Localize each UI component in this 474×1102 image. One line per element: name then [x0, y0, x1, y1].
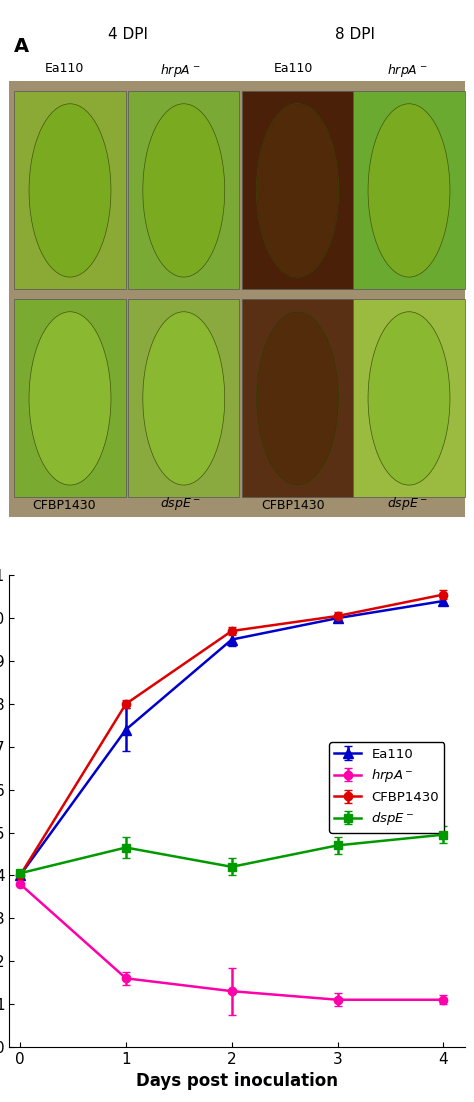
Text: CFBP1430: CFBP1430 — [261, 499, 325, 512]
FancyBboxPatch shape — [353, 300, 465, 497]
Text: 8 DPI: 8 DPI — [335, 26, 375, 42]
FancyBboxPatch shape — [9, 82, 465, 517]
Text: $hrpA^-$: $hrpA^-$ — [160, 62, 201, 78]
FancyBboxPatch shape — [128, 91, 239, 290]
FancyBboxPatch shape — [14, 91, 126, 290]
Text: $hrpA^-$: $hrpA^-$ — [387, 62, 428, 78]
FancyBboxPatch shape — [242, 91, 353, 290]
Ellipse shape — [256, 104, 338, 277]
Ellipse shape — [29, 104, 111, 277]
Ellipse shape — [256, 312, 338, 485]
Ellipse shape — [368, 312, 450, 485]
Ellipse shape — [256, 312, 338, 485]
Text: 4 DPI: 4 DPI — [108, 26, 148, 42]
FancyBboxPatch shape — [128, 300, 239, 497]
Legend: Ea110, $hrpA^-$, CFBP1430, $dspE^-$: Ea110, $hrpA^-$, CFBP1430, $dspE^-$ — [329, 743, 444, 833]
Text: $dspE^-$: $dspE^-$ — [387, 495, 428, 512]
Ellipse shape — [29, 312, 111, 485]
Ellipse shape — [143, 104, 225, 277]
Ellipse shape — [368, 104, 450, 277]
Text: $dspE^-$: $dspE^-$ — [160, 495, 201, 512]
Text: Ea110: Ea110 — [273, 62, 313, 75]
Text: CFBP1430: CFBP1430 — [32, 499, 96, 512]
Ellipse shape — [256, 104, 338, 277]
FancyBboxPatch shape — [14, 300, 126, 497]
FancyBboxPatch shape — [353, 91, 465, 290]
Ellipse shape — [143, 312, 225, 485]
FancyBboxPatch shape — [242, 300, 353, 497]
X-axis label: Days post inoculation: Days post inoculation — [136, 1072, 338, 1090]
Text: A: A — [14, 36, 29, 56]
Text: Ea110: Ea110 — [45, 62, 84, 75]
